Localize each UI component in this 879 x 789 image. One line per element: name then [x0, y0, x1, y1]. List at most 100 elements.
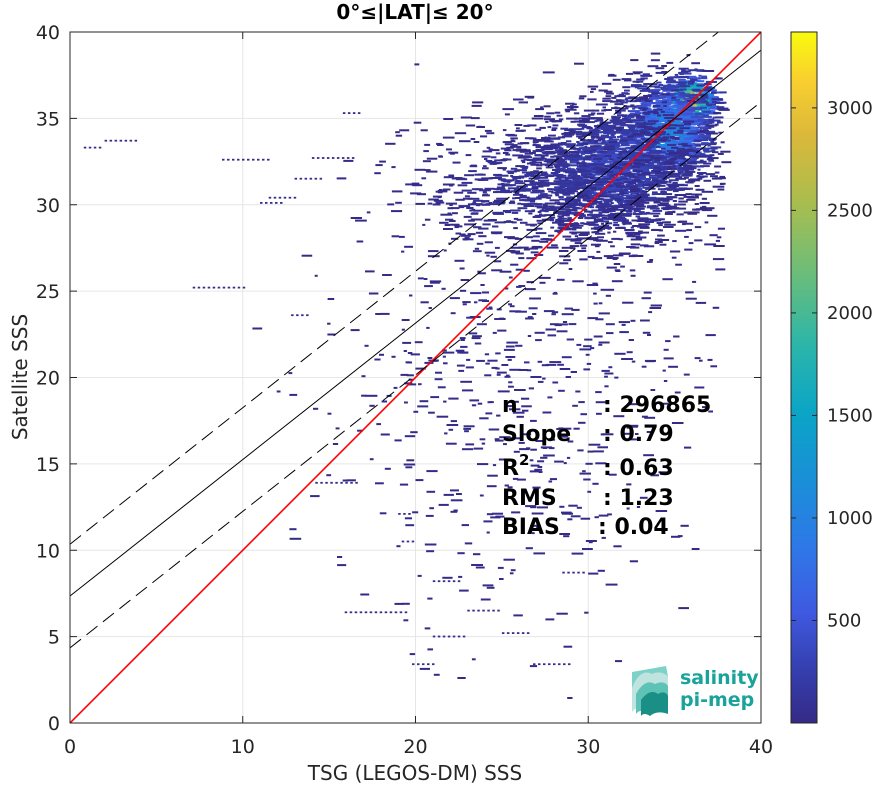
density-cell: [465, 443, 475, 446]
density-cell: [534, 154, 542, 157]
density-cell: [653, 166, 660, 169]
density-cell: [477, 272, 486, 275]
density-cell: [655, 95, 660, 97]
density-cell: [674, 117, 683, 120]
density-cell: [327, 322, 331, 325]
density-cell: [267, 158, 270, 161]
density-cell: [660, 110, 665, 113]
density-cell: [675, 108, 684, 111]
density-cell: [597, 446, 608, 449]
density-cell: [593, 292, 597, 295]
density-cell: [529, 197, 538, 200]
density-cell: [608, 473, 617, 476]
density-cell: [529, 459, 534, 462]
density-cell: [403, 350, 407, 352]
density-cell: [674, 391, 681, 394]
density-cell: [314, 177, 318, 180]
density-cell: [507, 237, 519, 240]
density-cell: [675, 116, 685, 119]
density-cell: [691, 156, 695, 159]
density-cell: [705, 93, 713, 96]
density-cell: [543, 144, 549, 147]
density-cell: [410, 431, 418, 434]
density-cell: [580, 194, 589, 197]
density-cell: [613, 149, 617, 152]
density-cell: [632, 80, 644, 83]
density-cell: [557, 183, 569, 186]
density-cell: [663, 380, 668, 382]
density-cell: [606, 193, 614, 196]
density-cell: [678, 197, 684, 200]
density-cell: [686, 132, 698, 135]
density-cell: [655, 111, 666, 114]
density-cell: [600, 169, 605, 172]
density-cell: [512, 197, 516, 200]
density-cell: [678, 67, 689, 70]
density-cell: [275, 202, 278, 204]
density-cell: [671, 422, 684, 424]
density-cell: [673, 89, 684, 92]
density-cell: [535, 171, 543, 174]
density-cell: [581, 160, 585, 163]
density-cell: [467, 609, 470, 612]
density-cell: [681, 69, 686, 72]
density-cell: [535, 128, 542, 131]
density-cell: [687, 158, 697, 161]
density-cell: [584, 338, 593, 341]
density-cell: [712, 151, 719, 154]
density-cell: [530, 448, 537, 451]
density-cell: [706, 132, 718, 135]
density-cell: [687, 113, 699, 115]
density-cell: [484, 251, 496, 254]
density-cell: [417, 574, 422, 577]
density-cell: [578, 401, 585, 404]
density-cell: [410, 353, 420, 356]
density-cell: [552, 163, 563, 166]
density-cell: [637, 173, 648, 176]
density-cell: [369, 611, 373, 614]
density-cell: [711, 91, 717, 94]
density-cell: [658, 471, 671, 474]
density-cell: [529, 182, 540, 185]
density-cell: [551, 120, 557, 123]
density-cell: [574, 117, 581, 120]
density-cell: [412, 663, 415, 666]
density-cell: [586, 156, 592, 159]
density-cell: [621, 95, 626, 97]
density-cell: [624, 154, 633, 157]
density-cell: [510, 140, 516, 143]
density-cell: [601, 210, 610, 212]
density-cell: [406, 374, 414, 377]
density-cell: [639, 142, 645, 145]
density-cell: [520, 221, 528, 224]
density-cell: [648, 128, 660, 131]
density-cell: [647, 218, 652, 221]
density-cell: [548, 158, 554, 161]
density-cell: [673, 110, 684, 113]
density-cell: [465, 366, 474, 369]
density-cell: [610, 119, 619, 122]
density-cell: [558, 158, 567, 161]
density-cell: [691, 548, 700, 550]
density-cell: [644, 416, 656, 419]
density-cell: [700, 100, 708, 103]
density-cell: [470, 117, 480, 120]
density-cell: [573, 128, 582, 131]
density-cell: [686, 149, 699, 152]
density-cell: [658, 197, 670, 200]
density-cell: [636, 105, 647, 107]
density-cell: [442, 136, 455, 139]
density-cell: [685, 115, 693, 118]
density-cell: [687, 180, 696, 183]
density-cell: [460, 116, 472, 119]
density-cell: [615, 100, 622, 103]
density-cell: [424, 218, 431, 221]
density-cell: [621, 221, 632, 224]
density-cell: [426, 470, 438, 473]
density-cell: [398, 235, 405, 238]
density-cell: [689, 178, 699, 181]
density-cell: [511, 211, 519, 214]
density-cell: [516, 415, 524, 418]
density-cell: [552, 124, 559, 127]
density-cell: [461, 524, 469, 527]
